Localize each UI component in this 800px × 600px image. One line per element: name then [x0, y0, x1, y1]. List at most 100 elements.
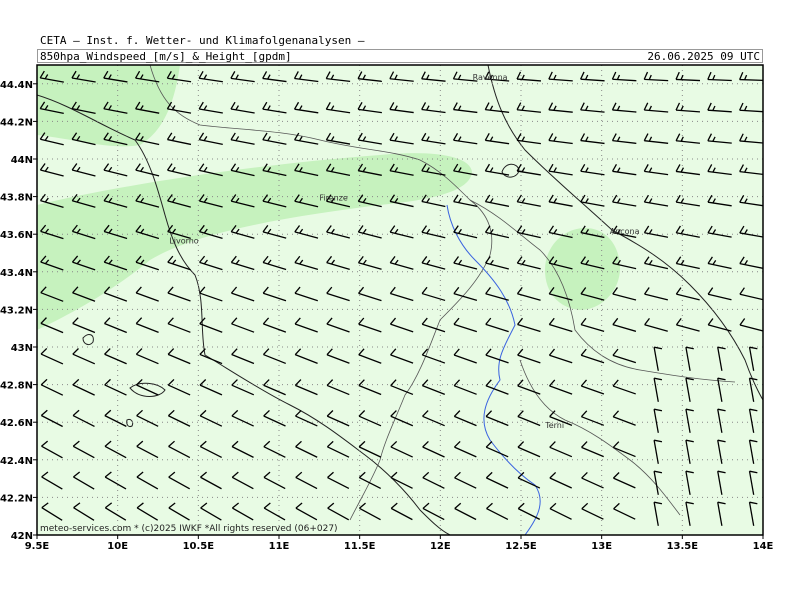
wind-barb: [739, 287, 763, 301]
wind-barb: [580, 379, 605, 395]
wind-barb: [40, 255, 64, 271]
wind-barb: [294, 348, 318, 364]
wind-barb: [104, 471, 127, 490]
wind-barb: [167, 224, 191, 240]
wind-barb: [135, 132, 160, 146]
wind-speed-band-east: [545, 228, 620, 310]
wind-barb: [707, 225, 732, 238]
wind-barb: [230, 101, 255, 114]
wind-barb: [517, 471, 541, 489]
wind-barb: [739, 102, 763, 113]
wind-barb: [453, 163, 478, 176]
wind-barb: [104, 502, 127, 521]
wind-barb: [580, 348, 605, 364]
wind-barb: [104, 378, 127, 396]
wind-barb: [717, 501, 726, 526]
wind-barb: [611, 133, 637, 145]
wind-barb: [327, 502, 350, 521]
wind-barb: [230, 163, 255, 177]
wind-barb: [135, 255, 159, 271]
wind-barb: [422, 502, 445, 521]
wind-barb: [653, 346, 663, 371]
wind-barb: [230, 224, 255, 239]
wind-barb: [717, 408, 726, 433]
wind-barb: [390, 348, 414, 364]
wind-barb: [548, 71, 573, 82]
wind-barb: [421, 71, 446, 82]
wind-barb: [325, 163, 351, 177]
wind-barb: [357, 71, 382, 82]
wind-barb: [198, 101, 223, 114]
wind-barb: [325, 194, 351, 208]
wind-barb: [421, 194, 446, 208]
wind-barb: [643, 133, 669, 144]
lat-tick-label: 42N: [11, 531, 33, 542]
wind-barb: [262, 225, 287, 239]
wind-barb: [230, 132, 255, 145]
lat-tick-label: 42.4N: [0, 456, 33, 467]
wind-barb: [199, 409, 223, 427]
wind-barb: [231, 348, 255, 365]
wind-barb: [326, 286, 350, 302]
wind-barb: [548, 348, 573, 364]
wind-barb: [675, 102, 701, 113]
wind-barb: [452, 132, 478, 145]
wind-barb: [517, 502, 541, 520]
wind-barb: [199, 255, 223, 271]
wind-barb: [326, 225, 350, 239]
wind-barb: [580, 163, 605, 176]
wind-barb: [422, 410, 445, 427]
wind-barb: [294, 163, 319, 177]
wind-barb: [103, 255, 128, 271]
wind-barb: [675, 318, 700, 332]
lake-trasimeno: [501, 163, 520, 178]
wind-barb: [581, 472, 604, 489]
lon-tick-label: 11E: [269, 541, 290, 552]
wind-barb: [453, 286, 478, 301]
wind-barb: [73, 502, 95, 521]
wind-barb: [453, 256, 478, 270]
wind-barb: [262, 194, 287, 208]
wind-barb: [548, 256, 573, 270]
wind-barb: [390, 471, 413, 489]
wind-barb: [71, 224, 96, 240]
wind-barb: [326, 410, 350, 427]
wind-barb: [612, 410, 636, 426]
wind-barb: [453, 194, 478, 208]
lat-tick-label: 44.4N: [0, 80, 33, 91]
lat-tick-label: 44N: [11, 155, 33, 166]
lat-tick-label: 43.2N: [0, 305, 33, 316]
wind-barb: [739, 194, 763, 207]
wind-barb: [707, 71, 732, 82]
wind-barb: [73, 471, 95, 490]
wind-barb: [717, 439, 726, 464]
wind-barb: [166, 70, 192, 83]
lon-tick-label: 12.5E: [505, 541, 537, 552]
wind-barb: [580, 225, 605, 239]
wind-barb: [548, 194, 573, 207]
wind-barb: [748, 346, 758, 371]
wind-barb: [580, 256, 605, 270]
wind-barb: [104, 348, 127, 365]
city-label: Ancona: [610, 227, 640, 236]
wind-barb: [262, 286, 287, 302]
wind-barb: [707, 164, 732, 176]
wind-barb: [357, 132, 382, 145]
regional-border: [149, 65, 493, 521]
wind-barb: [675, 133, 701, 144]
wind-barb: [389, 256, 414, 270]
valid-time-label: 26.06.2025 09 UTC: [647, 50, 760, 63]
wind-barb: [327, 471, 350, 490]
wind-barb: [485, 317, 509, 333]
wind-barb: [485, 410, 509, 427]
wind-barb: [263, 379, 286, 396]
lon-tick-label: 12E: [430, 541, 451, 552]
wind-barb: [516, 102, 542, 113]
wind-barb: [421, 286, 446, 302]
wind-barb: [612, 441, 636, 458]
wind-barb: [453, 379, 477, 395]
wind-barb: [326, 317, 350, 333]
wind-barb: [71, 101, 96, 114]
wind-barb: [40, 348, 64, 365]
wind-barb: [685, 470, 694, 495]
